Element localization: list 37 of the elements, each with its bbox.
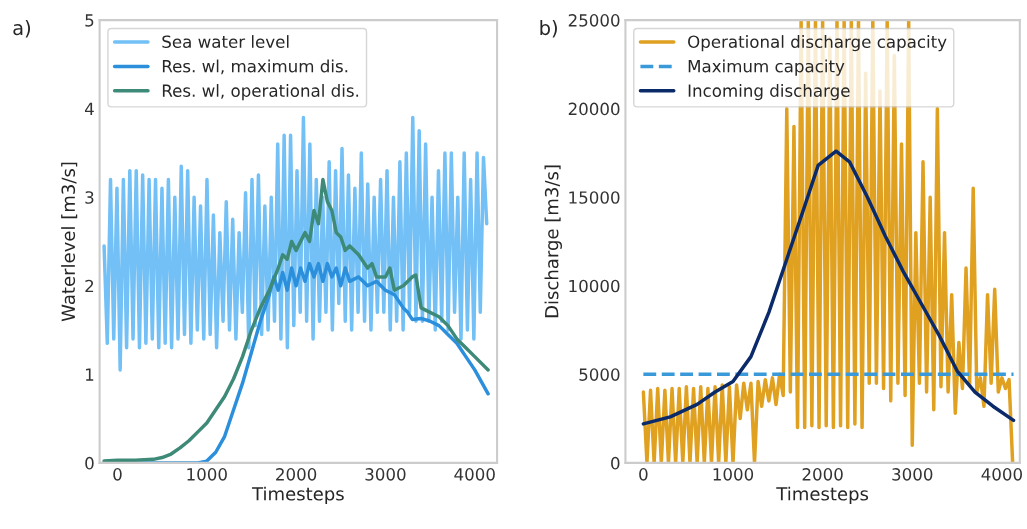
y-axis-title: Waterlevel [m3/s]: [61, 162, 78, 322]
y-tick-label: 15000: [569, 191, 620, 204]
y-tick-label: 10000: [569, 279, 620, 293]
x-tick-label: 2000: [802, 468, 843, 481]
line-series: [102, 177, 490, 463]
y-tick-label: 5000: [579, 368, 620, 381]
y-tick-label: 4: [84, 102, 94, 115]
x-tick-label: 1000: [713, 468, 754, 481]
y-axis-title: Discharge [m3/s]: [544, 165, 563, 318]
y-tick-label: 20000: [568, 102, 620, 116]
y-tick-label: 0: [611, 456, 620, 470]
x-tick-label: 4000: [454, 468, 495, 481]
y-tick-label: 25000: [568, 14, 620, 27]
x-tick-label: 3000: [892, 468, 933, 481]
legend-label: Incoming discharge: [688, 84, 850, 101]
x-tick-label: 2000: [276, 468, 317, 481]
y-tick-label: 5: [85, 14, 94, 27]
y-tick-label: 2: [85, 279, 94, 293]
x-tick-label: 4000: [981, 468, 1022, 481]
x-axis-title: Timesteps: [251, 486, 344, 505]
line-series: [641, 149, 1016, 426]
legend-label: Res. wl, maximum dis.: [162, 59, 348, 75]
y-tick-label: 1: [85, 368, 94, 381]
text: a): [13, 20, 31, 38]
x-axis-title: Timesteps: [776, 486, 869, 505]
line-series: [102, 115, 489, 372]
legend-label: Sea water level: [162, 35, 289, 48]
legend-label: Res. wl, operational dis.: [162, 84, 359, 101]
x-tick-label: 1000: [187, 468, 227, 481]
legend-label: Maximum capacity: [688, 59, 845, 76]
x-tick-label: 0: [639, 468, 648, 481]
y-tick-label: 0: [85, 456, 94, 470]
x-tick-label: 0: [113, 468, 122, 481]
x-tick-label: 3000: [365, 468, 406, 481]
y-tick-label: 3: [85, 191, 94, 204]
legend-label: Operational discharge capacity: [688, 35, 947, 52]
text: b): [540, 20, 557, 38]
